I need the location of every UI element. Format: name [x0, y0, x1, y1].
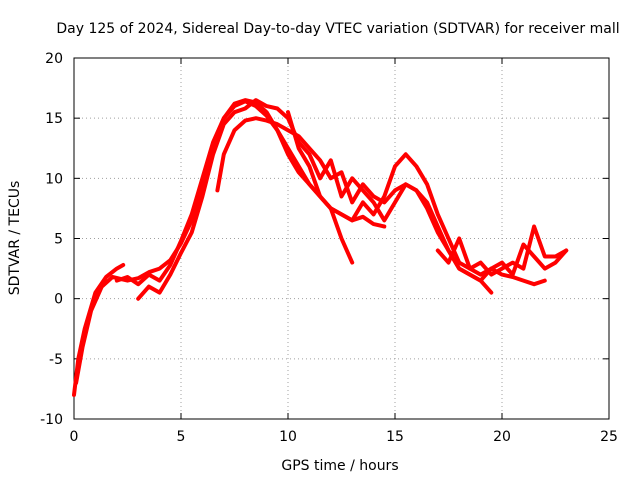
x-tick-label: 0: [70, 429, 79, 445]
chart-title: Day 125 of 2024, Sidereal Day-to-day VTE…: [56, 21, 619, 37]
series-line-pass-6: [286, 110, 569, 277]
y-tick-label: 0: [54, 292, 63, 308]
y-tick-label: 20: [45, 51, 63, 67]
x-tick-label: 5: [177, 429, 186, 445]
x-axis-title: GPS time / hours: [281, 458, 398, 474]
x-tick-label: 15: [386, 429, 404, 445]
y-tick-label: 15: [45, 111, 63, 127]
x-tick-label: 10: [279, 429, 297, 445]
y-tick-label: 5: [54, 232, 63, 248]
x-tick-label: 25: [600, 429, 618, 445]
x-tick-label: 20: [493, 429, 511, 445]
series-line-pass-1: [72, 263, 126, 397]
series-line-pass-4: [136, 98, 494, 301]
y-tick-label: 10: [45, 171, 63, 187]
y-tick-label: -10: [40, 412, 63, 428]
series-line-pass-3: [114, 98, 355, 287]
series-line-pass-7: [435, 224, 569, 277]
tick-layer: 0 5 10 15 20 25 -10 -5 0 5 10 15 20: [40, 51, 618, 445]
y-axis-title: SDTVAR / TECUs: [7, 181, 23, 296]
series-layer: [72, 98, 569, 397]
y-tick-label: -5: [49, 352, 63, 368]
